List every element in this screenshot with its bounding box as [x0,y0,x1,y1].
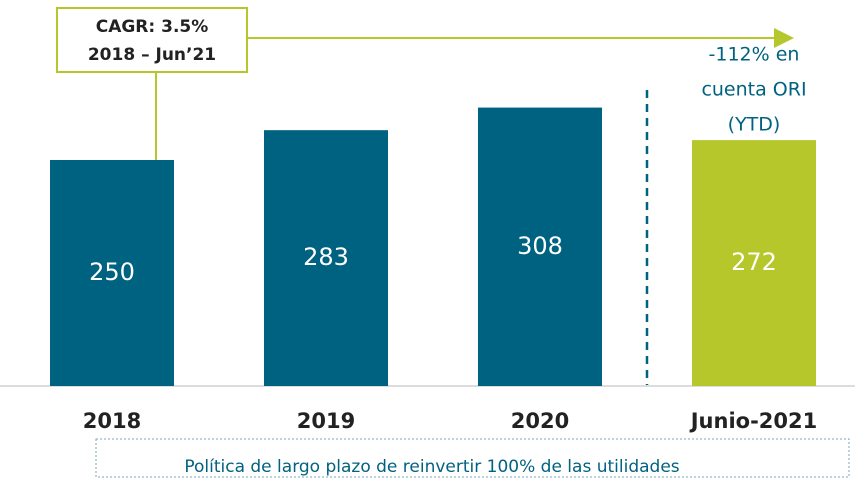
value-label: 250 [89,258,135,286]
value-label: 283 [303,243,349,271]
footer-box [95,438,850,478]
ori-note: cuenta ORI [701,79,806,101]
cagr-text: 2018 – Jun’21 [88,45,216,65]
ori-note: -112% en [709,44,800,66]
value-label: 272 [731,248,777,276]
x-tick-label: Junio-2021 [689,409,818,433]
x-tick-label: 2018 [83,409,141,433]
x-tick-label: 2019 [297,409,355,433]
bar [692,140,816,386]
bar [50,160,174,386]
bar [264,130,388,386]
x-tick-label: 2020 [511,409,569,433]
cagr-box [56,7,248,73]
bar [478,107,602,387]
ori-note: (YTD) [728,114,781,136]
cagr-text: CAGR: 3.5% [96,17,209,37]
value-label: 308 [517,232,563,260]
footer: Política de largo plazo de reinvertir 10… [184,457,679,477]
